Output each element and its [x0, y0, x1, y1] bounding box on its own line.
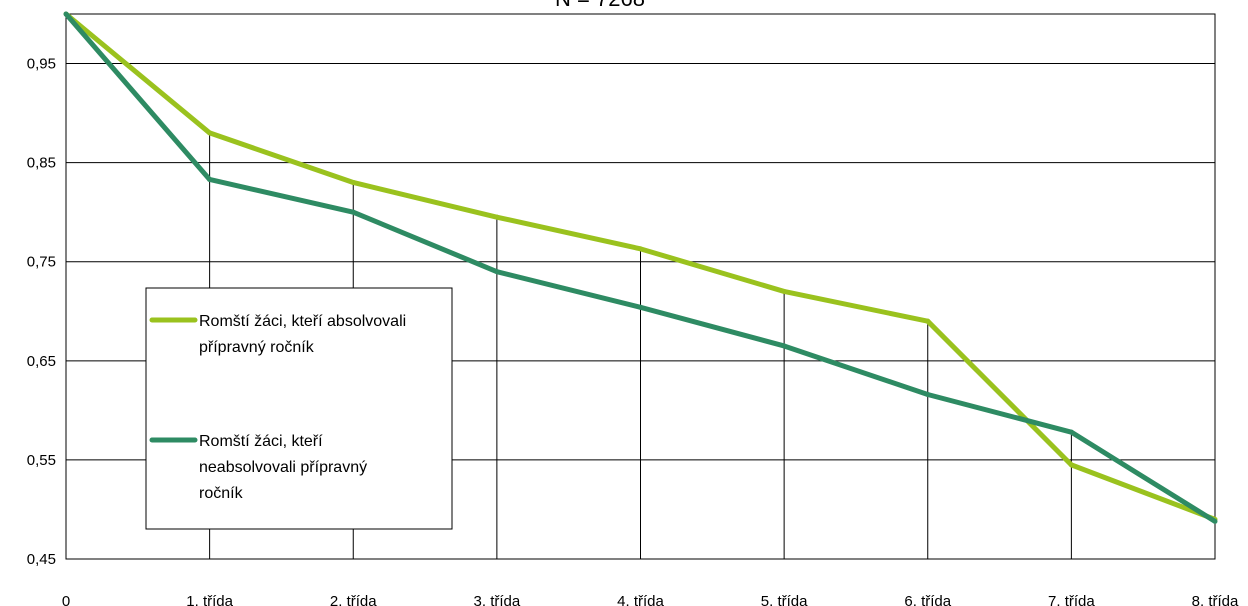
x-tick-label: 5. třída — [761, 593, 808, 606]
x-tick-label: 1. třída — [186, 593, 233, 606]
data-point — [207, 130, 213, 136]
data-point — [925, 318, 931, 324]
x-axis-ticks: 0 1. třída 2. třída 3. třída 4. třída 5. tříd… — [62, 593, 1239, 606]
data-point — [1068, 462, 1074, 468]
data-point — [781, 288, 787, 294]
data-point — [1212, 518, 1218, 524]
data-point — [63, 11, 69, 17]
legend-label-2: Romští žáci, kteří neabsolvovali přípravn… — [199, 433, 367, 502]
data-point — [638, 304, 643, 310]
x-tick-label: 7. třída — [1048, 593, 1095, 606]
chart-title: N = 7268 — [555, 0, 645, 11]
data-point — [350, 179, 356, 185]
x-tick-label: 4. třída — [617, 593, 664, 606]
y-tick-label: 0,55 — [27, 452, 56, 469]
data-point — [207, 176, 213, 182]
x-tick-label: 3. třída — [474, 593, 521, 606]
data-point — [781, 343, 787, 349]
legend-label-1: Romští žáci, kteří absolvovali přípravný … — [199, 313, 406, 356]
legend-box — [145, 287, 453, 530]
data-point — [350, 209, 356, 215]
x-tick-label: 0 — [62, 593, 70, 606]
y-tick-label: 0,65 — [27, 353, 56, 370]
x-tick-label: 6. třída — [904, 593, 951, 606]
data-point — [494, 269, 500, 275]
y-tick-label: 0,95 — [27, 56, 56, 73]
x-tick-label: 8. třída — [1192, 593, 1239, 606]
x-tick-label: 2. třída — [330, 593, 377, 606]
y-tick-label: 0,75 — [27, 254, 56, 271]
legend: Romští žáci, kteří absolvovali přípravný … — [145, 287, 453, 530]
y-tick-label: 0,85 — [27, 155, 56, 172]
category-lines — [209, 132, 1072, 559]
y-tick-label: 0,45 — [27, 551, 56, 568]
data-point — [1068, 429, 1074, 435]
data-point — [638, 246, 643, 252]
series-layer — [63, 11, 1218, 524]
y-axis-ticks: 0,45 0,55 0,65 0,75 0,85 0,95 — [27, 56, 56, 568]
data-point — [925, 392, 931, 398]
data-point — [494, 214, 500, 220]
